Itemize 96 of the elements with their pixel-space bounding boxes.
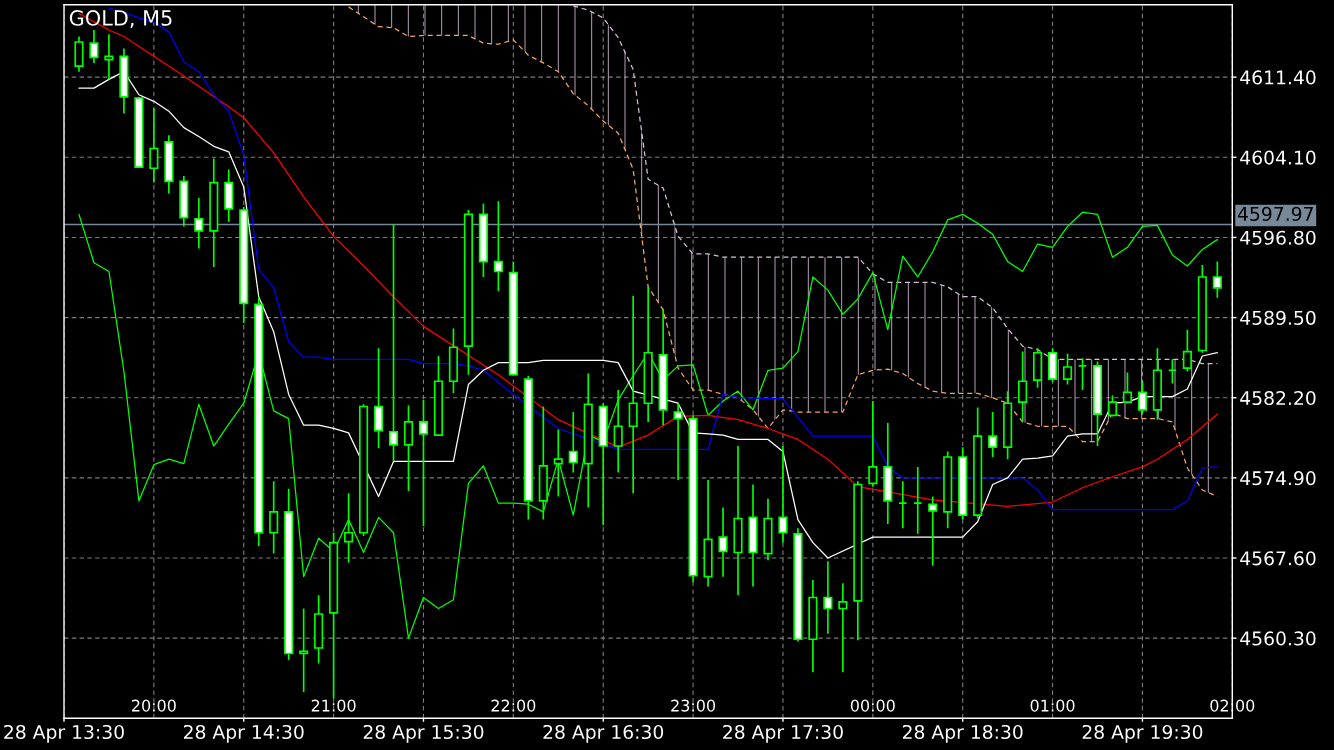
x-tick-label: 28 Apr 19:30 (1082, 724, 1203, 743)
candlestick (269, 480, 279, 555)
candlestick (418, 399, 429, 528)
candlestick (149, 107, 159, 184)
candlestick (448, 327, 459, 395)
candlestick (74, 35, 84, 73)
candlestick (224, 168, 234, 223)
candlestick (973, 406, 983, 520)
candlestick (823, 560, 833, 635)
candlestick (943, 450, 953, 530)
candlestick (568, 411, 578, 474)
candlestick (508, 260, 518, 376)
candlestick (179, 175, 189, 228)
candlestick (89, 29, 99, 64)
candlestick (718, 506, 728, 578)
candlestick (553, 428, 563, 498)
x-tick-label: 28 Apr 18:30 (902, 724, 1023, 743)
candlestick (913, 466, 923, 535)
x2-tick-label: 21:00 (311, 699, 356, 712)
candlestick (344, 492, 354, 564)
candlestick (793, 527, 803, 643)
x2-tick-label: 23:00 (671, 699, 716, 712)
candlestick (658, 307, 668, 427)
candlestick (1167, 358, 1177, 385)
candlestick (388, 223, 399, 463)
candlestick (403, 404, 414, 492)
line-series (572, 5, 1218, 365)
candlestick (643, 286, 653, 423)
candlestick (1152, 347, 1162, 421)
x-tick-label: 28 Apr 13:30 (4, 724, 124, 743)
candlestick (868, 400, 878, 488)
candlestick (1182, 328, 1192, 373)
x-tick-label: 28 Apr 14:30 (183, 724, 304, 743)
candlestick (628, 294, 638, 495)
candlestick (1137, 380, 1148, 414)
candlestick (673, 402, 683, 481)
candlestick (883, 422, 893, 525)
candlestick (988, 411, 998, 458)
candlestick (538, 405, 548, 521)
candlestick (523, 374, 533, 521)
candlestick (853, 480, 863, 642)
candlestick (1018, 350, 1028, 423)
candlestick (314, 594, 324, 665)
candlestick (134, 96, 144, 169)
candlestick (583, 372, 593, 509)
candlestick (763, 497, 773, 562)
candlestick (808, 579, 818, 674)
candlestick (1197, 264, 1207, 354)
candlestick (838, 582, 848, 674)
y-tick-label: 4560.30 (1240, 631, 1316, 646)
candlestick (493, 200, 503, 293)
candlestick (1107, 394, 1118, 418)
y-tick-label: 4567.60 (1240, 551, 1316, 566)
x2-tick-label: 20:00 (132, 699, 176, 712)
candlestick (254, 295, 264, 547)
candlestick (239, 205, 249, 324)
candlestick (898, 480, 908, 530)
candlestick (373, 347, 384, 450)
candlestick (194, 197, 204, 250)
candlestick (1077, 357, 1088, 391)
y-tick-label: 4604.10 (1240, 150, 1316, 165)
x2-tick-label: 01:00 (1030, 699, 1075, 712)
candlestick (299, 607, 309, 693)
candlestick (1092, 360, 1103, 447)
candlestick (1212, 260, 1222, 299)
ref-line-label: 4597.97 (1237, 206, 1313, 221)
candlestick (1033, 347, 1043, 389)
candlestick (1003, 390, 1013, 461)
y-tick-label: 4589.50 (1240, 310, 1316, 325)
candlestick (778, 445, 788, 544)
candlestick (104, 33, 114, 81)
candlestick (748, 483, 758, 588)
y-tick-label: 4582.20 (1240, 390, 1316, 406)
x-tick-label: 28 Apr 15:30 (363, 724, 484, 743)
y-tick-label: 4611.40 (1240, 70, 1316, 85)
candlestick (703, 479, 713, 588)
candlestick (478, 202, 488, 278)
y-tick-label: 4574.90 (1240, 471, 1316, 486)
x-tick-label: 28 Apr 16:30 (543, 724, 664, 743)
y-tick-label: 4596.80 (1240, 230, 1316, 245)
candlestick (958, 446, 968, 521)
candlestick (1047, 347, 1058, 384)
x2-tick-label: 00:00 (850, 699, 895, 712)
candlestick (733, 445, 743, 597)
candlestick (613, 389, 623, 474)
candlestick (164, 134, 174, 195)
candlestick (284, 488, 294, 661)
candlestick (358, 403, 369, 537)
x2-tick-label: 22:00 (491, 699, 536, 712)
candlestick (598, 402, 608, 526)
x-tick-label: 28 Apr 17:30 (723, 724, 843, 743)
candlestick (463, 209, 473, 376)
candlestick (1062, 352, 1073, 386)
candlestick (1122, 371, 1133, 405)
candlestick (433, 355, 444, 436)
candlestick (209, 157, 219, 268)
